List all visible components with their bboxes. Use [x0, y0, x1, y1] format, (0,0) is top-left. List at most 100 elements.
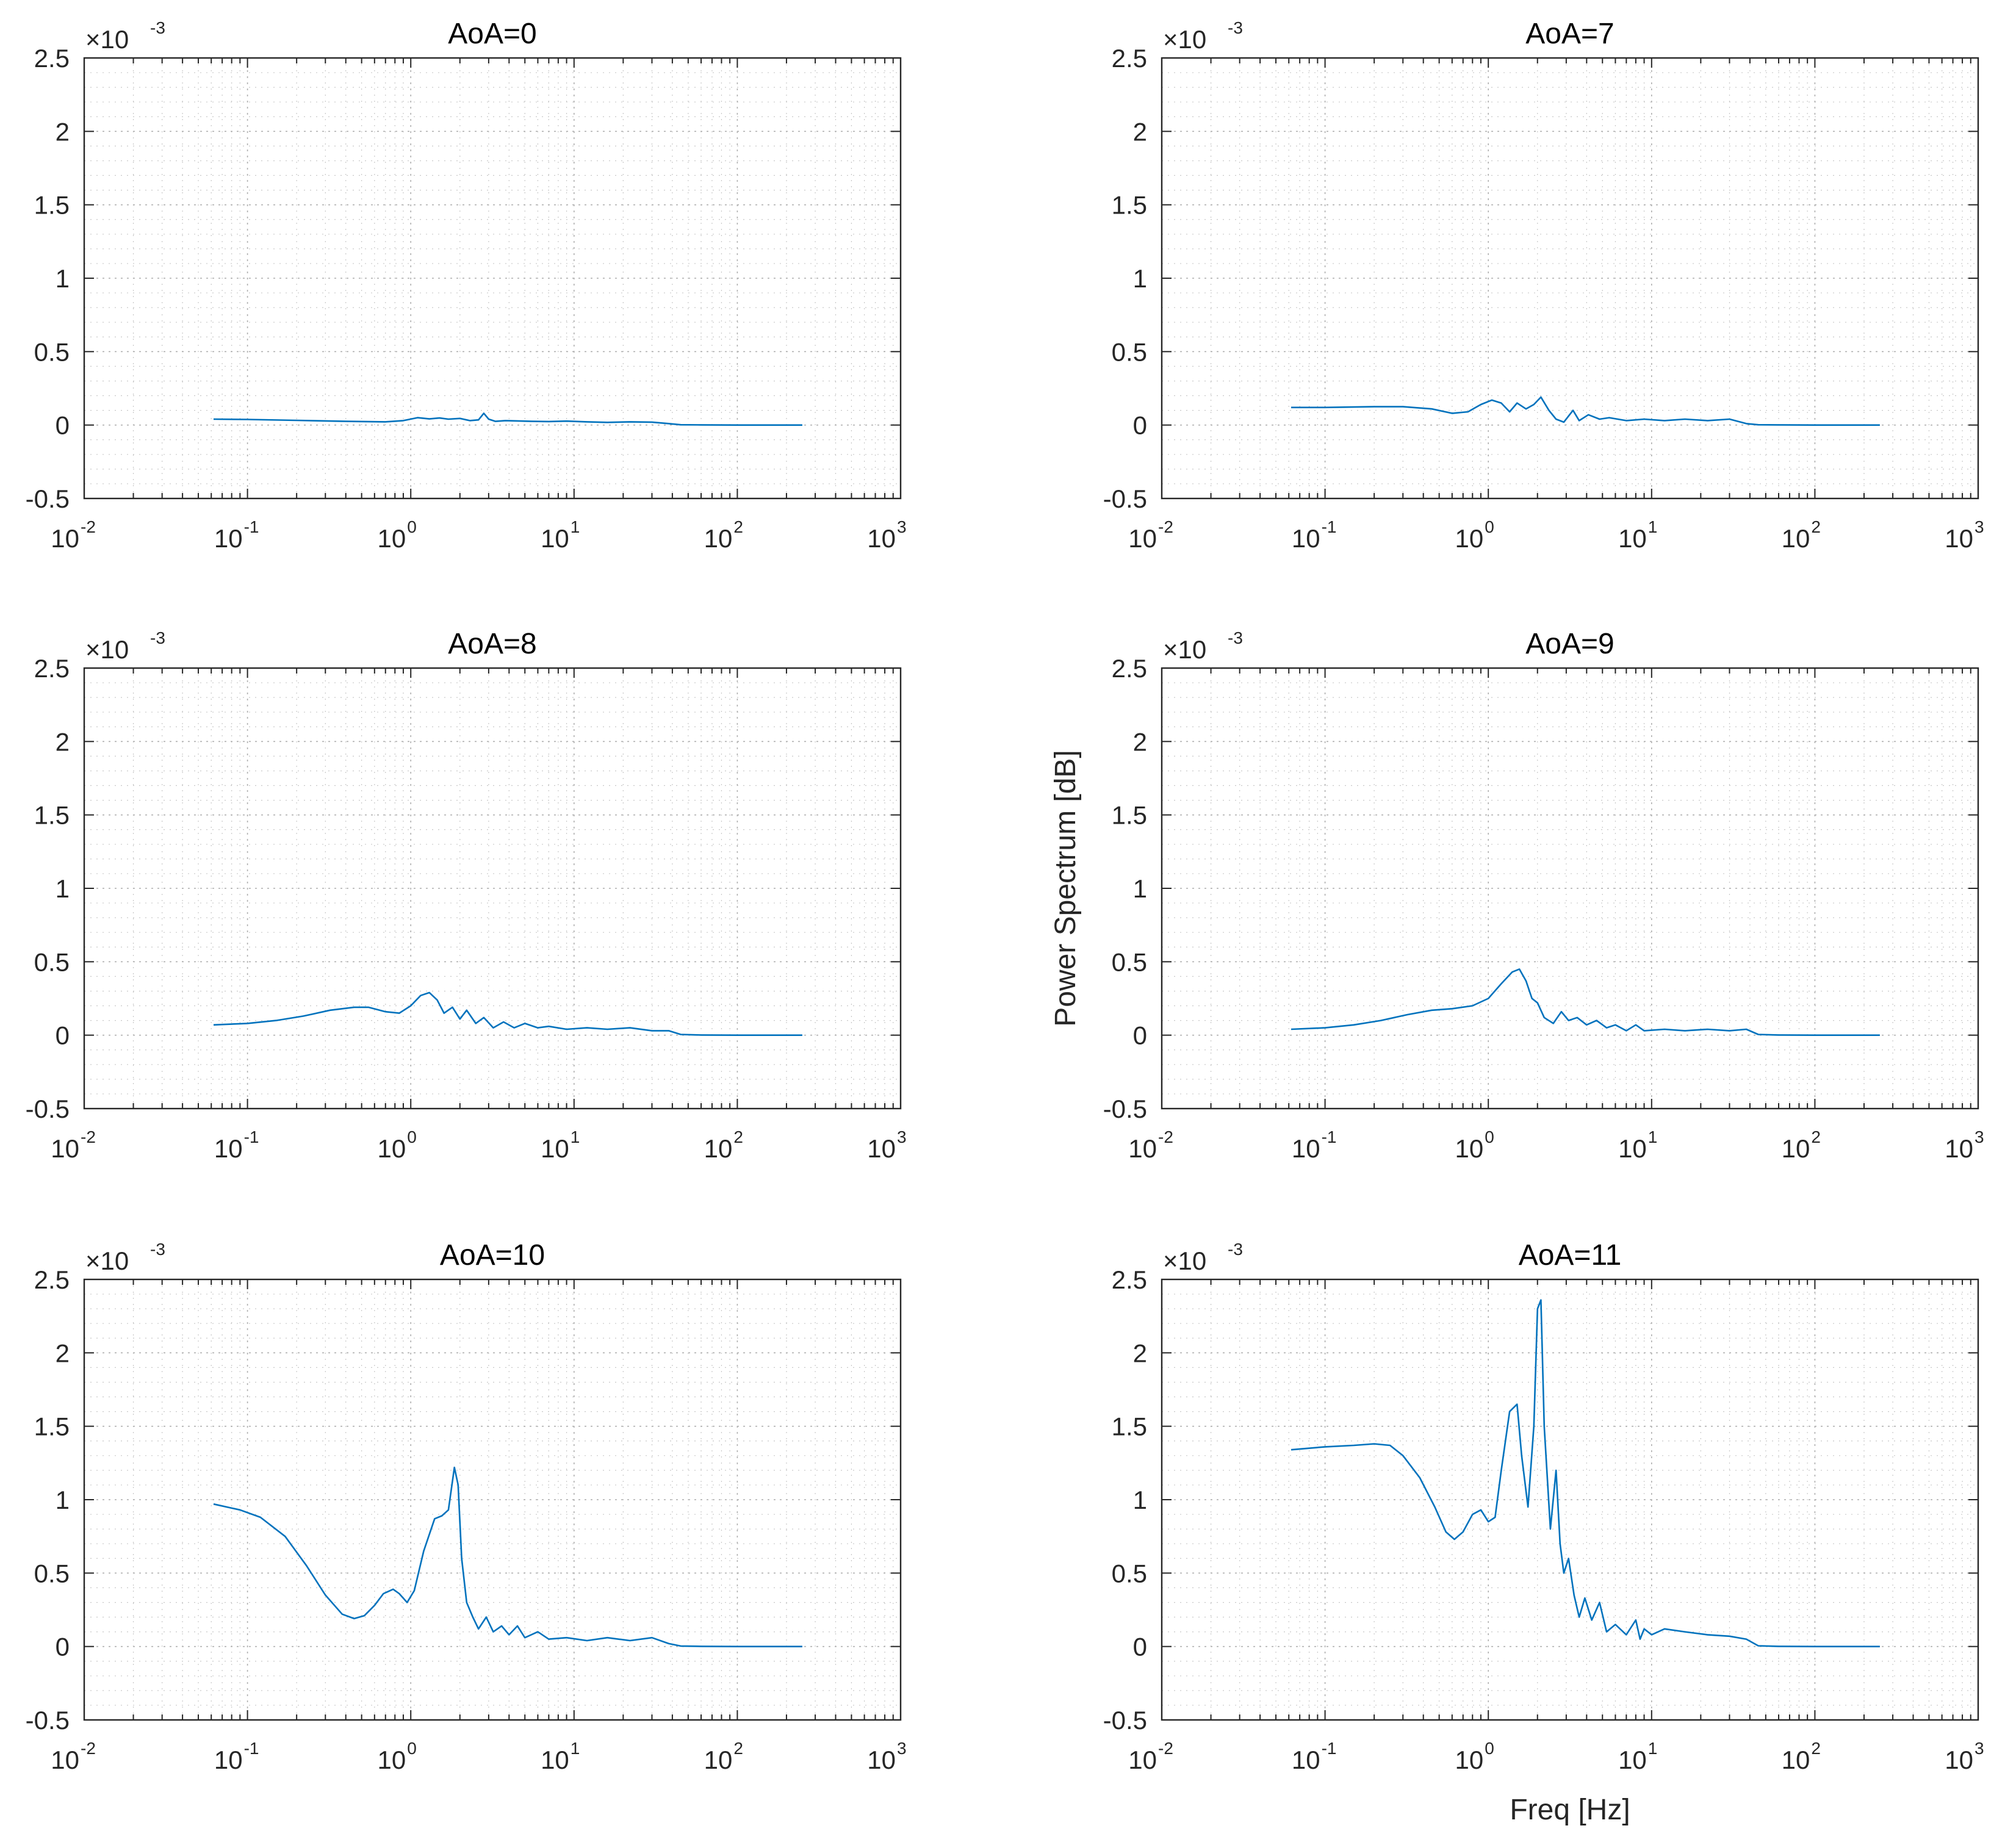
y-tick-label: 1.5	[1112, 191, 1147, 220]
x-tick-label: 10	[704, 1134, 733, 1163]
x-tick-label: 10	[1945, 524, 1973, 553]
x-tick-label: 10	[1782, 524, 1810, 553]
y-tick-label: 2.5	[1112, 1265, 1147, 1294]
y-multiplier-exponent: -3	[150, 18, 165, 37]
y-tick-label: 1.5	[34, 1412, 70, 1441]
x-tick-label: 10	[1945, 1746, 1973, 1774]
x-tick-label: 10	[1618, 1134, 1647, 1163]
x-tick-exponent: -2	[1158, 1739, 1173, 1758]
y-multiplier-exponent: -3	[1228, 1240, 1243, 1259]
series-line-1	[213, 991, 802, 1036]
x-tick-exponent: 1	[571, 1739, 580, 1758]
x-tick-label: 10	[1618, 1746, 1647, 1774]
chart-panel-6: 10 -2 10 -1 10 0 10 1 10 2 10 3-0.500.511.522.5×10-…	[1103, 1239, 1984, 1774]
y-multiplier-exponent: -3	[1228, 628, 1243, 647]
y-tick-label: 1.5	[1112, 801, 1147, 830]
y-multiplier: ×10	[85, 635, 129, 664]
chart-panel-3: 10 -2 10 -1 10 0 10 1 10 2 10 3-0.500.511.522.5×10-…	[26, 628, 907, 1163]
y-tick-label: 1	[1133, 1486, 1147, 1514]
x-tick-label: 10	[1618, 524, 1647, 553]
x-tick-label: 10	[377, 1134, 406, 1163]
x-tick-label: 10	[1128, 1746, 1157, 1774]
x-tick-label: 10	[1292, 1134, 1320, 1163]
chart-title: AoA=8	[448, 628, 536, 660]
x-tick-exponent: 0	[1485, 517, 1494, 536]
y-tick-label: 1.5	[34, 801, 70, 830]
y-tick-label: 2.5	[34, 654, 70, 683]
x-tick-label: 10	[867, 1746, 896, 1774]
x-tick-exponent: 0	[1485, 1739, 1494, 1758]
x-tick-exponent: 1	[1648, 517, 1658, 536]
y-tick-label: 1	[56, 874, 70, 903]
y-tick-label: 2	[1133, 1339, 1147, 1367]
x-tick-exponent: -1	[244, 517, 259, 536]
x-tick-label: 10	[51, 1134, 79, 1163]
y-tick-label: 1	[56, 1486, 70, 1514]
x-tick-label: 10	[1292, 1746, 1320, 1774]
chart-panel-4: 10 -2 10 -1 10 0 10 1 10 2 10 3-0.500.511.522.5×10-…	[1103, 628, 1984, 1163]
x-tick-label: 10	[1782, 1746, 1810, 1774]
x-tick-label: 10	[377, 524, 406, 553]
x-tick-exponent: 3	[1975, 1739, 1984, 1758]
y-tick-label: 1.5	[34, 191, 70, 220]
x-tick-exponent: -2	[1158, 1128, 1173, 1146]
y-tick-label: 1.5	[1112, 1412, 1147, 1441]
y-tick-label: 2.5	[1112, 44, 1147, 73]
y-multiplier-exponent: -3	[1228, 18, 1243, 37]
axes-frame	[1161, 57, 1979, 500]
x-tick-exponent: 1	[1648, 1739, 1658, 1758]
series-line-1	[1291, 396, 1880, 426]
series-line-1	[213, 1466, 802, 1647]
y-tick-label: 1	[56, 264, 70, 293]
x-tick-exponent: 1	[1648, 1128, 1658, 1146]
axes-frame	[83, 57, 902, 500]
x-tick-exponent: 2	[733, 1128, 743, 1146]
x-tick-exponent: 2	[1811, 517, 1821, 536]
axes-frame	[1161, 667, 1979, 1110]
x-tick-exponent: -1	[244, 1739, 259, 1758]
chart-title: AoA=0	[448, 18, 536, 50]
axes-frame	[83, 667, 902, 1110]
x-tick-exponent: 3	[1975, 1128, 1984, 1146]
x-tick-label: 10	[51, 1746, 79, 1774]
y-multiplier: ×10	[1163, 635, 1206, 664]
chart-title: AoA=11	[1519, 1239, 1622, 1271]
x-tick-exponent: 1	[571, 1128, 580, 1146]
x-tick-label: 10	[704, 1746, 733, 1774]
y-tick-label: 0.5	[1112, 948, 1147, 976]
y-multiplier: ×10	[85, 25, 129, 54]
series-line-1	[1291, 968, 1880, 1036]
y-tick-label: 0	[1133, 411, 1147, 440]
x-tick-exponent: -2	[1158, 517, 1173, 536]
y-tick-label: 1	[1133, 874, 1147, 903]
chart-title: AoA=10	[440, 1239, 545, 1271]
x-tick-label: 10	[214, 1746, 243, 1774]
y-multiplier-exponent: -3	[150, 1240, 165, 1259]
x-tick-exponent: 3	[1975, 517, 1984, 536]
x-tick-exponent: 2	[733, 517, 743, 536]
chart-title: AoA=9	[1525, 628, 1614, 660]
x-tick-label: 10	[704, 524, 733, 553]
y-tick-label: -0.5	[1103, 484, 1147, 513]
y-tick-label: 2	[1133, 117, 1147, 146]
y-multiplier: ×10	[1163, 1246, 1206, 1275]
x-tick-exponent: -2	[81, 1128, 96, 1146]
y-tick-label: 0.5	[1112, 1559, 1147, 1588]
y-tick-label: -0.5	[26, 1095, 70, 1123]
y-tick-label: -0.5	[1103, 1706, 1147, 1735]
x-tick-label: 10	[1455, 1134, 1483, 1163]
series-line-1	[1291, 1299, 1880, 1647]
x-tick-label: 10	[1782, 1134, 1810, 1163]
y-tick-label: 2.5	[34, 44, 70, 73]
y-tick-label: 2	[56, 1339, 70, 1367]
x-tick-label: 10	[1128, 1134, 1157, 1163]
x-tick-exponent: -1	[244, 1128, 259, 1146]
x-tick-label: 10	[1128, 524, 1157, 553]
x-tick-exponent: 2	[733, 1739, 743, 1758]
y-axis-label: Power Spectrum [dB]	[1049, 750, 1082, 1027]
x-tick-label: 10	[541, 1746, 569, 1774]
chart-panel-2: 10 -2 10 -1 10 0 10 1 10 2 10 3-0.500.511.522.5×10-…	[1103, 18, 1984, 553]
x-tick-exponent: -1	[1322, 517, 1337, 536]
y-tick-label: 0.5	[34, 1559, 70, 1588]
